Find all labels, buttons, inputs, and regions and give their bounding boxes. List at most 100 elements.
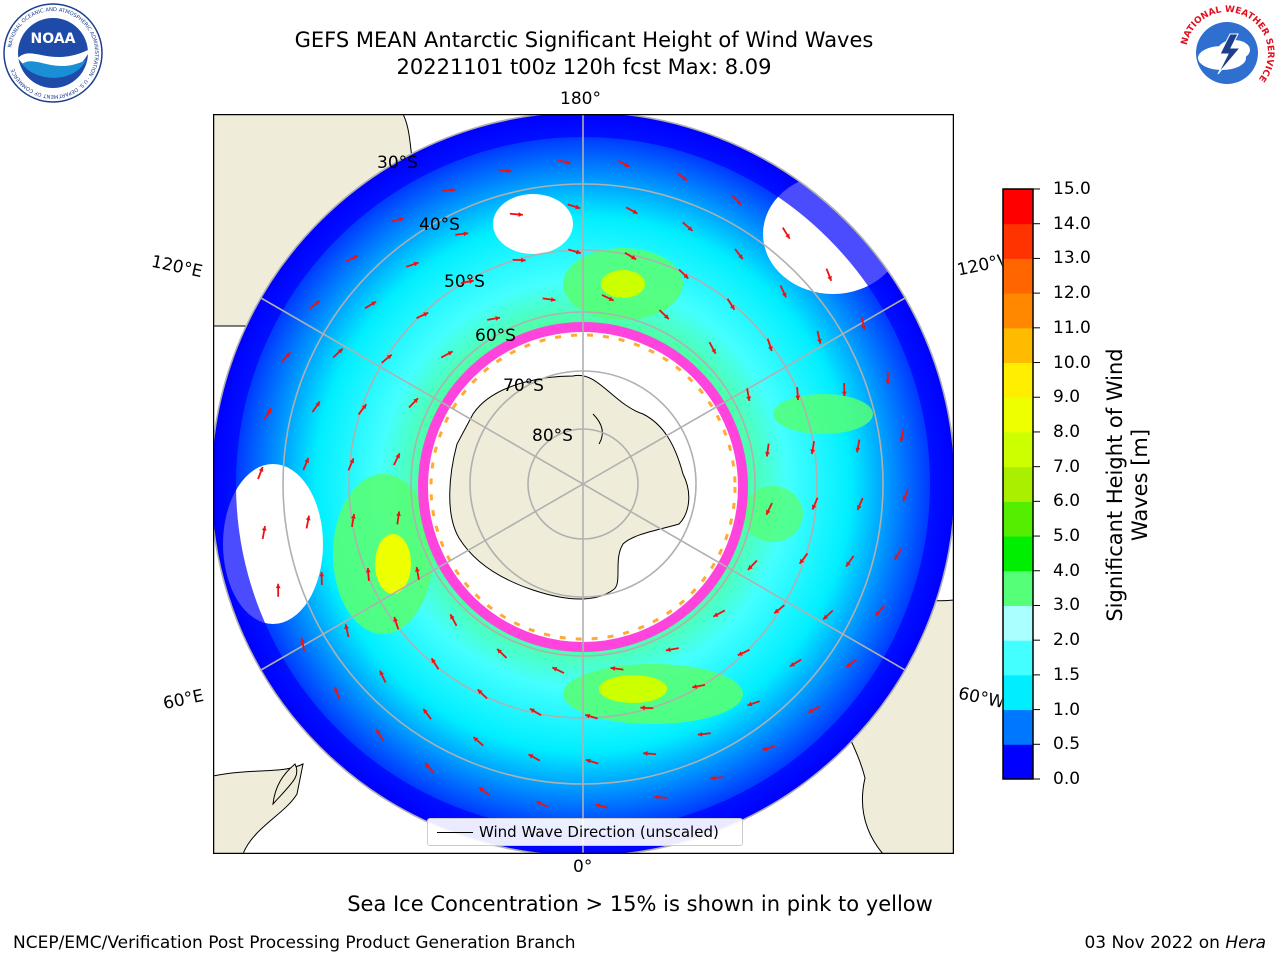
wave-direction-arrowhead: [413, 261, 419, 267]
wave-direction-arrowhead: [337, 348, 343, 354]
wave-direction-arrowhead: [447, 351, 453, 356]
wave-direction-arrowhead: [782, 292, 787, 298]
wave-direction-arrowhead: [692, 684, 698, 689]
colorbar-tick-label: 14.0: [1053, 213, 1091, 234]
wave-direction-arrowhead: [827, 275, 832, 281]
colorbar-tick-label: 10.0: [1053, 352, 1091, 373]
lon-label-0: 0°: [573, 857, 593, 877]
wave-direction-arrowhead: [861, 325, 866, 330]
wave-direction-arrowhead: [575, 249, 581, 255]
wave-direction-arrowhead: [665, 647, 671, 652]
wave-direction-arrowhead: [334, 687, 339, 693]
wave-direction-arrowhead: [746, 396, 751, 402]
colorbar-tick-label: 0.0: [1053, 769, 1081, 789]
wave-direction-arrowhead: [765, 451, 770, 457]
wave-direction-arrowhead: [450, 187, 456, 193]
wave-direction-arrowhead: [766, 509, 771, 515]
wave-direction-arrowhead: [762, 746, 768, 751]
wave-direction-arrowhead: [379, 670, 384, 676]
wave-direction-arrowhead: [376, 729, 381, 735]
wave-direction-arrowhead: [768, 346, 773, 352]
legend-line-swatch: [437, 832, 473, 833]
colorbar-cell: [1003, 362, 1033, 398]
colorbar: [1002, 188, 1040, 780]
wave-direction-arrowhead: [529, 708, 535, 713]
wave-direction-arrowhead: [495, 316, 501, 321]
wave-direction-arrowhead: [431, 658, 436, 664]
wave-direction-arrowhead: [585, 758, 591, 764]
wave-direction-arrowhead: [687, 226, 693, 231]
wave-direction-arrowhead: [319, 571, 325, 577]
colorbar-cell: [1003, 431, 1033, 468]
wave-direction-arrowhead: [585, 713, 591, 719]
chart-title: GEFS MEAN Antarctic Significant Height o…: [294, 28, 874, 52]
wave-direction-arrowhead: [365, 567, 371, 573]
colorbar-cell: [1003, 640, 1033, 676]
colorbar-tick-label: 1.5: [1053, 664, 1081, 685]
run-date-text: 03 Nov 2022 on: [1084, 933, 1226, 953]
wave-direction-arrowhead: [682, 176, 688, 181]
madagascar-land: [272, 763, 298, 806]
wave-direction-arrowhead: [463, 231, 469, 237]
wave-direction-arrowhead: [424, 763, 430, 768]
colorbar-cell: [1003, 293, 1033, 329]
wave-direction-arrowhead: [811, 504, 817, 510]
wave-direction-arrowhead: [632, 209, 638, 214]
colorbar-tick-label: 1.0: [1053, 699, 1081, 720]
wave-direction-arrowhead: [396, 511, 401, 517]
colorbar-tick-label: 12.0: [1053, 283, 1091, 304]
wave-direction-arrowhead: [730, 304, 735, 310]
colorbar-tick-label: 2.0: [1053, 630, 1081, 651]
colorbar-label: Significant Height of Wind Waves [m]: [1103, 348, 1152, 622]
wave-direction-arrowhead: [528, 754, 534, 759]
colorbar-cell: [1003, 397, 1033, 433]
wave-direction-arrowhead: [478, 787, 484, 792]
wave-direction-arrowhead: [654, 794, 659, 800]
wave-direction-arrowhead: [305, 515, 311, 521]
wave-direction-arrowhead: [565, 159, 571, 165]
colorbar-cell: [1003, 258, 1033, 294]
noaa-logo-text: NOAA: [31, 31, 76, 47]
wave-direction-arrowhead: [413, 398, 419, 403]
wave-direction-arrowhead: [300, 638, 305, 643]
wave-direction-arrowhead: [395, 453, 400, 459]
colorbar-cell: [1003, 223, 1033, 259]
wave-direction-arrowhead: [349, 458, 355, 464]
wave-direction-arrowhead: [352, 255, 358, 260]
wave-direction-arrowhead: [711, 348, 716, 354]
wave-direction-arrowhead: [747, 565, 753, 570]
wave-direction-arrowhead: [552, 667, 558, 672]
wave-direction-arrowhead: [468, 279, 474, 284]
wave-direction-arrowhead: [846, 662, 852, 668]
lon-label-180: 180°: [560, 89, 601, 109]
wave-direction-arrowhead: [683, 273, 689, 279]
legend-label: Wind Wave Direction (unscaled): [479, 823, 719, 841]
colorbar-tick-label: 13.0: [1053, 248, 1091, 269]
colorbar-cell: [1003, 466, 1033, 502]
run-date: 03 Nov 2022 on Hera: [1084, 933, 1266, 953]
wave-direction-arrowhead: [710, 775, 716, 781]
wave-direction-arrowhead: [894, 554, 900, 560]
nws-logo: NATIONAL WEATHER SERVICE: [1178, 4, 1276, 102]
antarctica-land: [449, 374, 690, 600]
wave-direction-arrowhead: [415, 566, 420, 572]
wave-direction-arrowhead: [507, 168, 512, 174]
wave-direction-arrowhead: [261, 526, 267, 531]
wave-direction-arrowhead: [497, 648, 502, 654]
colorbar-tick-label: 6.0: [1053, 491, 1081, 512]
wave-direction-arrowhead: [624, 162, 630, 167]
sea-ice-note: Sea Ice Concentration > 15% is shown in …: [347, 892, 933, 916]
wave-direction-arrowhead: [738, 254, 743, 260]
wave-direction-arrowhead: [785, 233, 790, 239]
credit-text: NCEP/EMC/Verification Post Processing Pr…: [13, 933, 576, 953]
colorbar-tick-label: 5.0: [1053, 526, 1081, 547]
lat-label-30s: 30°S: [377, 153, 418, 173]
colorbar-cell: [1003, 709, 1033, 745]
wave-direction-arrowhead: [398, 217, 404, 222]
wave-direction-arrowhead: [314, 300, 320, 306]
colorbar-cell: [1003, 674, 1033, 711]
wave-direction-arrowhead: [477, 689, 483, 695]
wave-direction-arrowhead: [315, 401, 320, 407]
wave-direction-arrowhead: [857, 504, 862, 510]
wave-direction-arrowhead: [713, 612, 719, 617]
